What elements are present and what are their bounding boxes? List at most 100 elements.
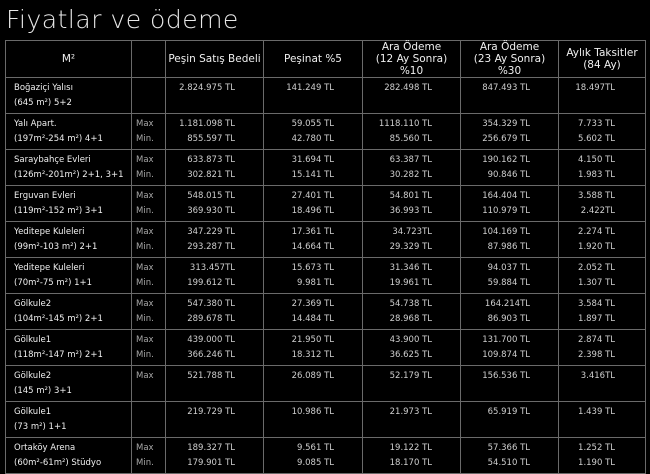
value-cell: 547.380 TL 289.678 TL bbox=[165, 293, 264, 330]
column-header: Peşinat %5 bbox=[263, 40, 363, 78]
price-value: 2.274 TL bbox=[578, 227, 615, 237]
property-size: (197m²-254 m²) 4+1 bbox=[14, 134, 103, 144]
price-value: 26.089 TL bbox=[291, 371, 334, 381]
price-value: 2.422TL bbox=[580, 206, 615, 216]
price-value: 19.961 TL bbox=[389, 278, 432, 288]
price-value: 54.801 TL bbox=[389, 191, 432, 201]
price-value: 521.788 TL bbox=[187, 371, 235, 381]
price-value: 164.214TL bbox=[484, 299, 530, 309]
range-label: Max bbox=[136, 371, 154, 381]
value-cell: 4.150 TL 1.983 TL bbox=[558, 149, 646, 186]
range-label: Min. bbox=[136, 134, 154, 144]
value-cell: 17.361 TL 14.664 TL bbox=[263, 221, 363, 258]
value-cell: 190.162 TL 90.846 TL bbox=[460, 149, 559, 186]
value-cell: 31.346 TL 19.961 TL bbox=[362, 257, 461, 294]
max-min-cell: Max Min. bbox=[131, 113, 166, 150]
property-name: Gölkule2 bbox=[14, 299, 52, 309]
price-value: 313.457TL bbox=[189, 263, 235, 273]
value-cell: 21.950 TL 18.312 TL bbox=[263, 329, 363, 366]
table-row: Gölkule1 (73 m²) 1+1 219.729 TL 10.986 TL 21… bbox=[5, 401, 646, 438]
price-value: 156.536 TL bbox=[482, 371, 530, 381]
price-value: 15.673 TL bbox=[291, 263, 334, 273]
property-name: Boğaziçi Yalısı bbox=[14, 83, 73, 93]
range-label: Max bbox=[136, 155, 154, 165]
property-cell: Saraybahçe Evleri (126m²-201m²) 2+1, 3+1 bbox=[5, 149, 132, 186]
price-value: 42.780 TL bbox=[291, 134, 334, 144]
price-value: 86.903 TL bbox=[487, 314, 530, 324]
value-cell: 18.497TL bbox=[558, 77, 646, 114]
property-size: (99m²-103 m²) 2+1 bbox=[14, 242, 98, 252]
property-cell: Yeditepe Kuleleri (99m²-103 m²) 2+1 bbox=[5, 221, 132, 258]
table-row: Yeditepe Kuleleri (99m²-103 m²) 2+1 Max Min… bbox=[5, 221, 646, 258]
table-row: Boğaziçi Yalısı (645 m²) 5+2 2.824.975 TL 1… bbox=[5, 77, 646, 114]
max-min-cell: Max bbox=[131, 365, 166, 402]
range-label: Max bbox=[136, 263, 154, 273]
table-row: Gölkule1 (118m²-147 m²) 2+1 Max Min. 439.000… bbox=[5, 329, 646, 366]
property-name: Yeditepe Kuleleri bbox=[14, 263, 85, 273]
property-name: Yeditepe Kuleleri bbox=[14, 227, 85, 237]
price-value: 85.560 TL bbox=[389, 134, 432, 144]
range-label: Min. bbox=[136, 170, 154, 180]
value-cell: 10.986 TL bbox=[263, 401, 363, 438]
property-size: (119m²-152 m²) 3+1 bbox=[14, 206, 103, 216]
header-row: M² Peşin Satış Bedeli Peşinat %5 Ara Ödeme … bbox=[5, 40, 646, 78]
value-cell: 9.561 TL 9.085 TL bbox=[263, 437, 363, 474]
price-value: 31.694 TL bbox=[291, 155, 334, 165]
price-value: 65.919 TL bbox=[487, 407, 530, 417]
value-cell: 27.369 TL 14.484 TL bbox=[263, 293, 363, 330]
price-value: 219.729 TL bbox=[187, 407, 235, 417]
property-cell: Gölkule1 (73 m²) 1+1 bbox=[5, 401, 132, 438]
price-value: 1.983 TL bbox=[578, 170, 615, 180]
price-value: 59.055 TL bbox=[291, 119, 334, 129]
price-value: 34.723TL bbox=[392, 227, 432, 237]
property-size: (60m²-61m²) Stüdyo bbox=[14, 458, 102, 468]
value-cell: 59.055 TL 42.780 TL bbox=[263, 113, 363, 150]
value-cell: 2.052 TL 1.307 TL bbox=[558, 257, 646, 294]
property-cell: Yalı Apart. (197m²-254 m²) 4+1 bbox=[5, 113, 132, 150]
value-cell: 189.327 TL 179.901 TL bbox=[165, 437, 264, 474]
property-size: (645 m²) 5+2 bbox=[14, 98, 72, 108]
price-value: 4.150 TL bbox=[578, 155, 615, 165]
price-value: 104.169 TL bbox=[482, 227, 530, 237]
price-value: 21.950 TL bbox=[291, 335, 334, 345]
max-min-cell bbox=[131, 401, 166, 438]
price-value: 190.162 TL bbox=[482, 155, 530, 165]
price-value: 141.249 TL bbox=[286, 83, 334, 93]
price-value: 15.141 TL bbox=[291, 170, 334, 180]
price-value: 1.307 TL bbox=[578, 278, 615, 288]
value-cell: 104.169 TL 87.986 TL bbox=[460, 221, 559, 258]
page-title: Fiyatlar ve ödeme bbox=[6, 5, 239, 34]
price-value: 43.900 TL bbox=[389, 335, 432, 345]
value-cell: 26.089 TL bbox=[263, 365, 363, 402]
price-value: 366.246 TL bbox=[187, 350, 235, 360]
max-min-cell: Max Min. bbox=[131, 221, 166, 258]
value-cell: 65.919 TL bbox=[460, 401, 559, 438]
property-cell: Gölkule2 (104m²-145 m²) 2+1 bbox=[5, 293, 132, 330]
table-row: Erguvan Evleri (119m²-152 m²) 3+1 Max Min. 5… bbox=[5, 185, 646, 222]
property-name: Gölkule1 bbox=[14, 407, 52, 417]
value-cell: 1.252 TL 1.190 TL bbox=[558, 437, 646, 474]
range-label: Min. bbox=[136, 278, 154, 288]
price-value: 90.846 TL bbox=[487, 170, 530, 180]
price-value: 354.329 TL bbox=[482, 119, 530, 129]
range-label: Min. bbox=[136, 242, 154, 252]
property-cell: Boğaziçi Yalısı (645 m²) 5+2 bbox=[5, 77, 132, 114]
price-value: 52.179 TL bbox=[389, 371, 432, 381]
price-value: 28.968 TL bbox=[389, 314, 432, 324]
property-cell: Yeditepe Kuleleri (70m²-75 m²) 1+1 bbox=[5, 257, 132, 294]
price-value: 302.821 TL bbox=[187, 170, 235, 180]
value-cell: 54.801 TL 36.993 TL bbox=[362, 185, 461, 222]
property-size: (104m²-145 m²) 2+1 bbox=[14, 314, 103, 324]
value-cell: 3.588 TL 2.422TL bbox=[558, 185, 646, 222]
range-label bbox=[136, 81, 165, 96]
max-min-cell: Max Min. bbox=[131, 437, 166, 474]
value-cell: 31.694 TL 15.141 TL bbox=[263, 149, 363, 186]
price-value: 18.170 TL bbox=[389, 458, 432, 468]
price-value: 179.901 TL bbox=[187, 458, 235, 468]
value-cell: 2.824.975 TL bbox=[165, 77, 264, 114]
value-cell: 19.122 TL 18.170 TL bbox=[362, 437, 461, 474]
column-header: M² bbox=[5, 40, 132, 78]
price-value: 3.588 TL bbox=[578, 191, 615, 201]
value-cell: 633.873 TL 302.821 TL bbox=[165, 149, 264, 186]
price-value: 10.986 TL bbox=[291, 407, 334, 417]
